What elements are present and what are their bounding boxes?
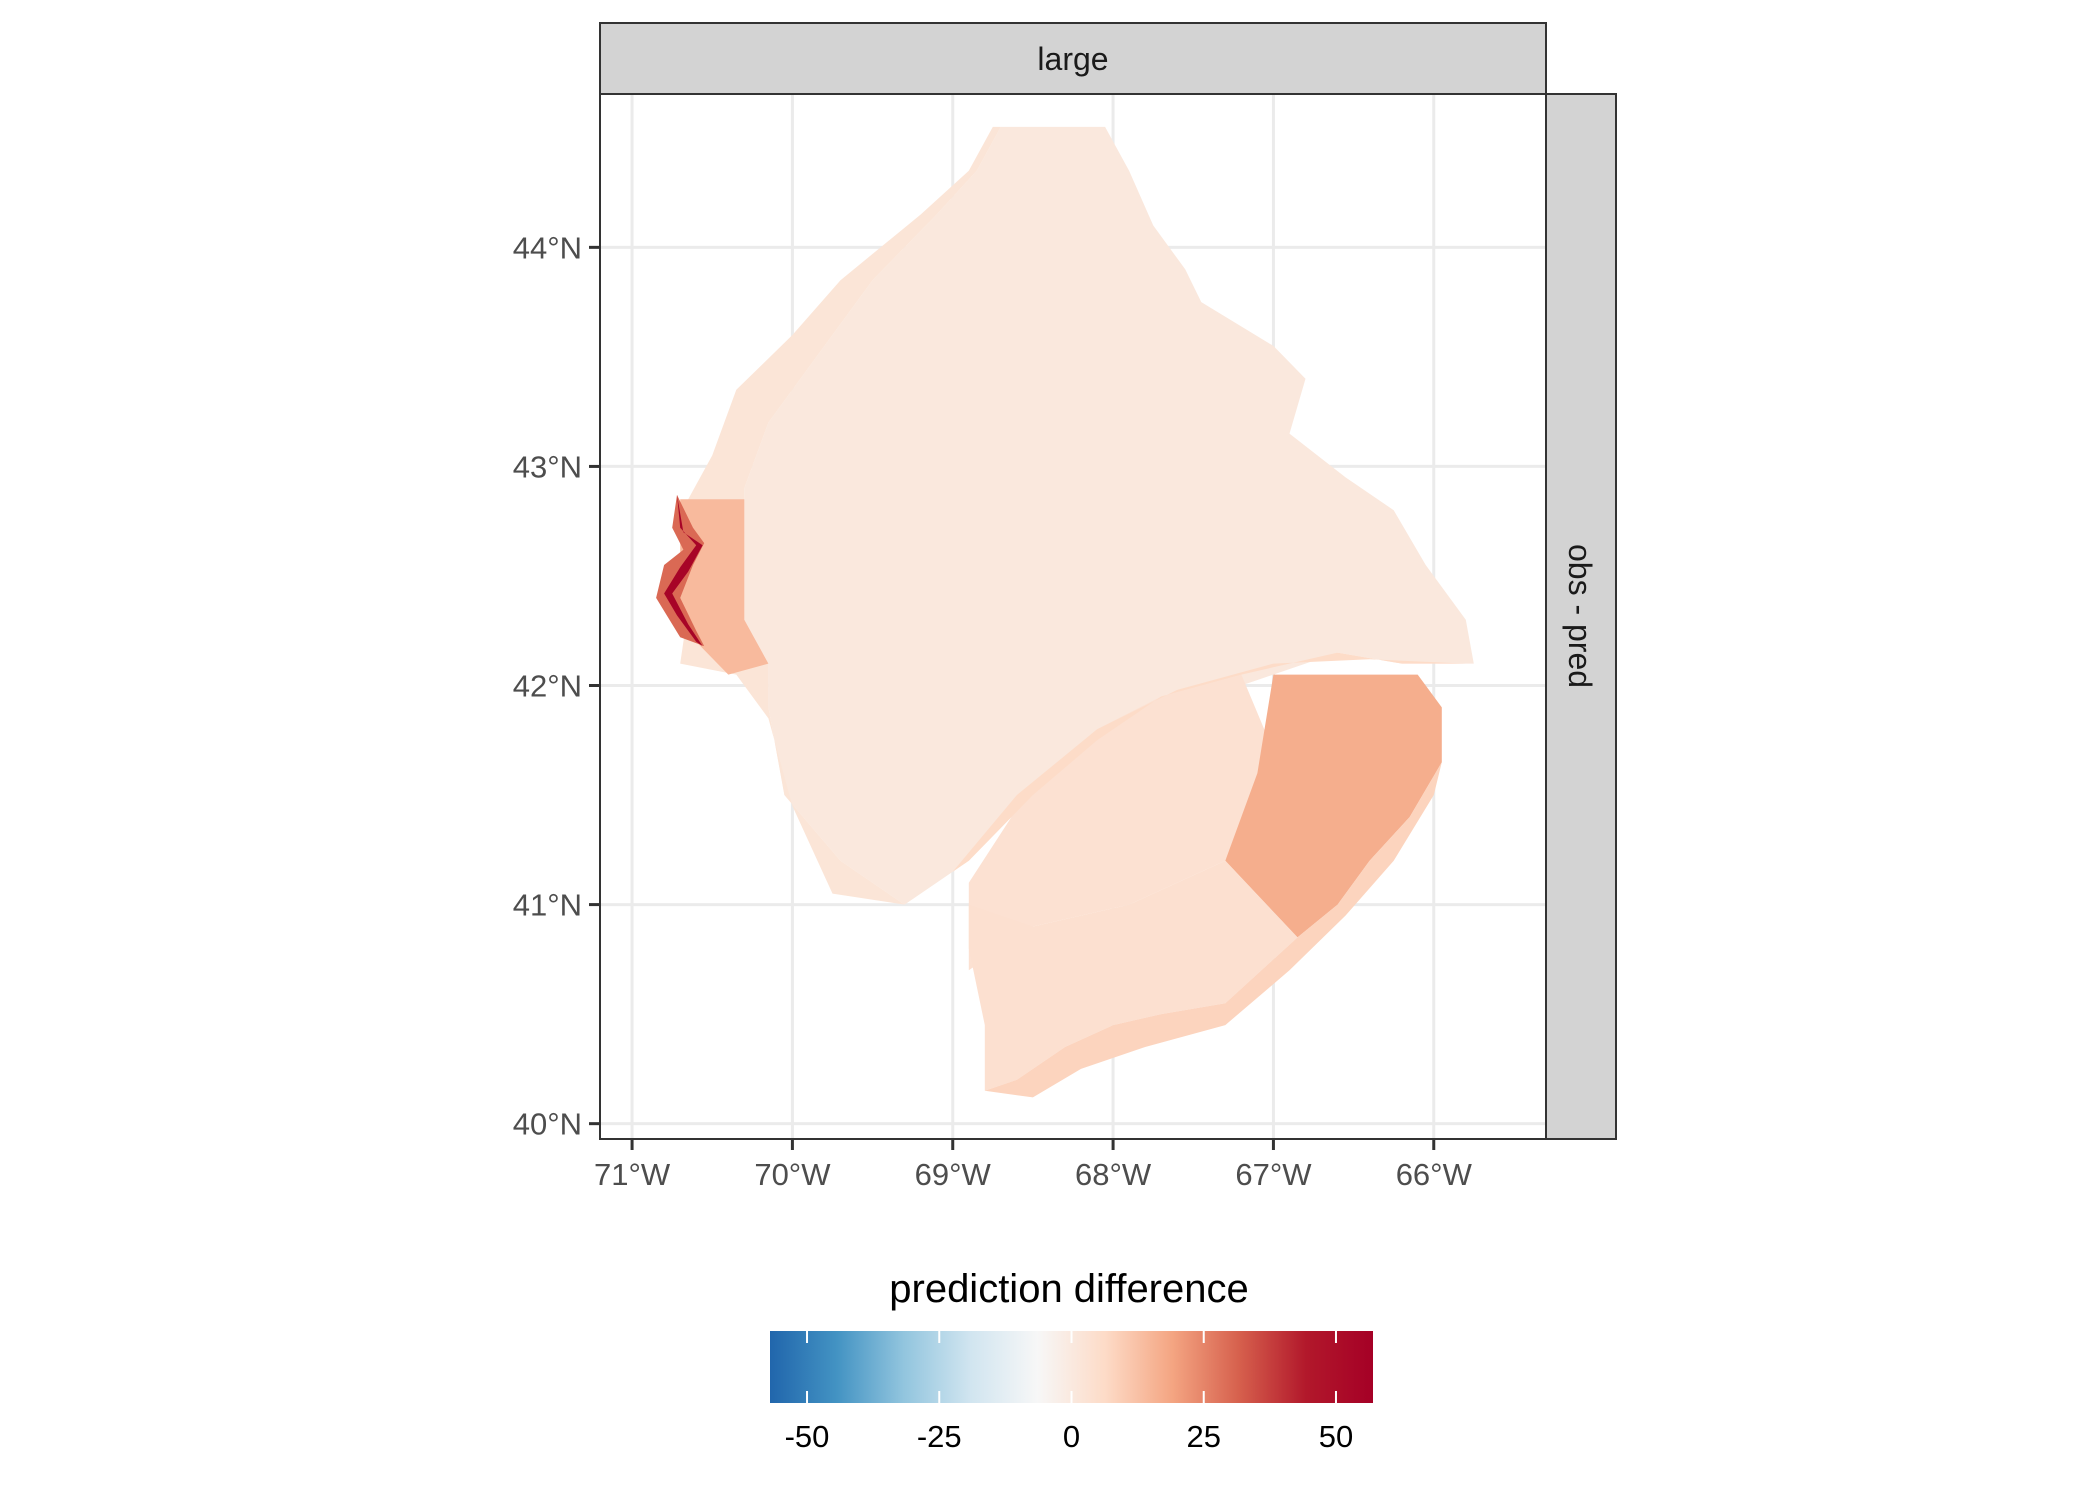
region-coastal-margin — [680, 126, 1001, 905]
map-panel — [599, 93, 1547, 1140]
x-tick-label: 68°W — [1075, 1157, 1152, 1192]
right-facet-strip: obs - pred — [1545, 93, 1617, 1140]
right-strip-box — [1545, 93, 1617, 1140]
region-gulf-of-maine-basin — [744, 126, 1474, 905]
longitude-axis: 71°W 70°W 69°W 68°W 67°W 66°W — [594, 1139, 1473, 1192]
region-georges-basin — [968, 674, 1274, 971]
legend-tick-label: -50 — [785, 1419, 830, 1454]
legend: prediction difference -50 -25 0 25 50 — [770, 1267, 1373, 1454]
x-tick-label: 67°W — [1235, 1157, 1312, 1192]
y-tick-label: 40°N — [513, 1107, 582, 1142]
prediction-difference-regions — [656, 126, 1474, 1098]
y-tick-label: 42°N — [513, 669, 582, 704]
latitude-axis: 40°N 41°N 42°N 43°N 44°N — [513, 230, 600, 1142]
region-georges-bank-east — [1225, 674, 1442, 938]
top-strip-label: large — [1037, 41, 1108, 77]
legend-ticks: -50 -25 0 25 50 — [785, 1331, 1353, 1454]
x-tick-label: 69°W — [915, 1157, 992, 1192]
x-tick-label: 70°W — [754, 1157, 831, 1192]
top-strip-box — [599, 22, 1547, 95]
legend-tick-label: -25 — [917, 1419, 962, 1454]
legend-title: prediction difference — [889, 1267, 1249, 1311]
y-tick-label: 41°N — [513, 888, 582, 923]
y-tick-label: 44°N — [513, 230, 582, 265]
region-shoreline — [664, 494, 703, 647]
legend-tick-label: 50 — [1319, 1419, 1353, 1454]
right-strip-label: obs - pred — [1562, 544, 1598, 688]
top-facet-strip: large — [599, 22, 1547, 95]
x-tick-label: 71°W — [594, 1157, 671, 1192]
region-southern-flank — [968, 860, 1298, 1091]
legend-tick-label: 0 — [1063, 1419, 1080, 1454]
legend-tick-label: 25 — [1186, 1419, 1220, 1454]
y-tick-label: 43°N — [513, 449, 582, 484]
x-tick-label: 66°W — [1396, 1157, 1473, 1192]
